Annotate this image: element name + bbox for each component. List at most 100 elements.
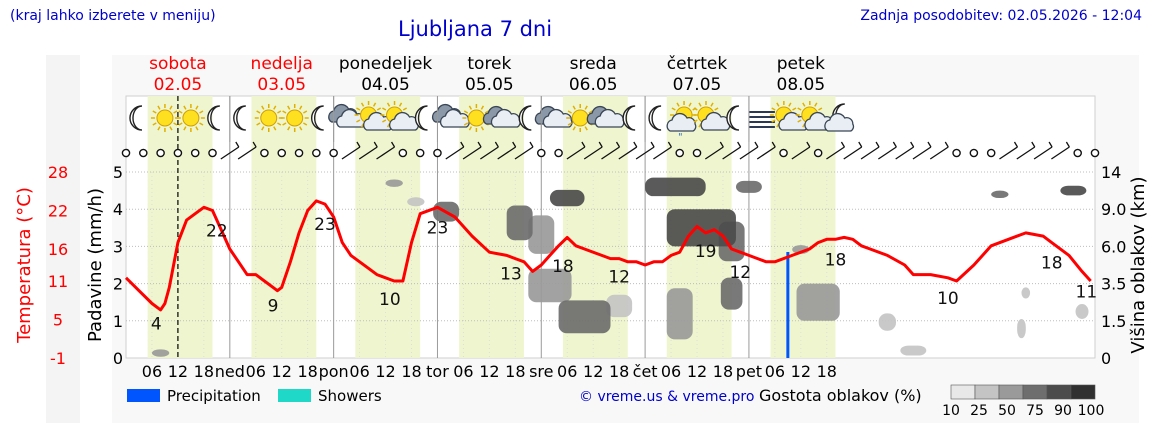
day-name: sobota [149, 54, 207, 74]
density-tick: 75 [1026, 403, 1044, 419]
sun-ray [273, 105, 277, 110]
sun-ray [480, 126, 485, 131]
wind-barb [601, 146, 620, 160]
sun-ray [398, 102, 403, 107]
hour-tick: 06 [142, 362, 162, 381]
sun-ray [802, 102, 806, 107]
cloud-blob [506, 205, 533, 241]
day-date: 06.05 [569, 75, 618, 95]
precip-tick: 5 [113, 163, 123, 182]
hour-tick: 18 [194, 362, 214, 381]
sun-ray [572, 126, 576, 131]
wind-barb-flag [373, 141, 378, 148]
sun-ray [776, 102, 780, 107]
moon-shape [518, 105, 532, 131]
precip-axis-label: Padavine (mm/h) [85, 188, 106, 342]
sun-ray [302, 122, 308, 126]
sun-ray [199, 122, 204, 126]
sun-ray [714, 107, 719, 111]
sun-ray [480, 105, 485, 110]
sun-ray [567, 122, 572, 126]
wind-calm [692, 148, 702, 158]
hour-tick: 12 [272, 362, 292, 381]
icon-strip: " [129, 101, 855, 143]
sun-cloud-icon [354, 101, 393, 131]
cloud-height-tick: 14 [1101, 163, 1121, 182]
cloud-shape [824, 112, 855, 132]
sun-ray [261, 126, 265, 131]
wind-barb-flag [598, 141, 603, 148]
hour-tick: 06 [557, 362, 577, 381]
sun-ray [287, 126, 291, 131]
legend-precipitation-swatch [127, 389, 160, 402]
wind-barb-flag [650, 141, 655, 148]
temp-label: 18 [825, 250, 847, 270]
hour-tick: 06 [765, 362, 785, 381]
temp-tick: -1 [50, 349, 66, 368]
sun-ray [788, 102, 792, 107]
sun-shower-icon: " [666, 101, 699, 143]
sun-ray [567, 110, 572, 114]
temp-label: 13 [500, 264, 522, 284]
wind-barb [341, 146, 361, 160]
wind-barb [1033, 146, 1053, 160]
cloud-blob [735, 180, 762, 193]
temp-label: 22 [206, 221, 228, 241]
fog-icon [748, 111, 775, 128]
sun-icon [280, 104, 309, 132]
last-updated: Zadnja posodobitev: 02.05.2026 - 12:04 [860, 8, 1142, 24]
sun-disk [260, 109, 278, 127]
wind-barb-flag [512, 141, 517, 148]
wind-barb-flag [1065, 141, 1070, 148]
wind-calm [986, 148, 996, 158]
wind-row [121, 141, 1100, 160]
cloud-blob [549, 189, 585, 207]
sun-ray [588, 110, 593, 114]
wind-barb-flag [460, 141, 465, 148]
wind-barb [739, 146, 759, 160]
temp-label: 11 [1076, 282, 1098, 302]
wind-barb-flag [910, 141, 915, 148]
wind-barb [583, 146, 603, 160]
wind-barb [895, 146, 915, 160]
wind-calm [433, 148, 442, 158]
sun-ray [173, 122, 178, 126]
cloud-blob [878, 313, 897, 331]
wind-barb [791, 146, 811, 160]
cloud-shape [666, 112, 697, 132]
sun-ray [256, 110, 261, 114]
day-abbr: sre [529, 362, 553, 381]
wind-barb [912, 146, 932, 160]
wind-barb [358, 146, 378, 160]
cloud-blob [606, 294, 633, 318]
sun-ray [382, 119, 387, 123]
cloud-blob [1017, 318, 1026, 339]
moon-shape [233, 105, 246, 131]
sun-ray [468, 126, 473, 131]
wind-calm [139, 148, 148, 158]
day-name: petek [777, 54, 825, 74]
sun-disk [286, 109, 304, 127]
wind-barb [566, 146, 586, 160]
day-date: 08.05 [777, 75, 826, 95]
sun-ray [402, 107, 408, 111]
density-swatch [1046, 384, 1072, 400]
wind-barb-flag [494, 141, 499, 148]
temp-tick: 28 [48, 163, 68, 182]
cloud-blob [558, 300, 611, 334]
wind-barb-flag [806, 141, 811, 148]
sun-ray [195, 126, 199, 131]
sun-ray [797, 119, 802, 123]
wind-barb [618, 146, 638, 160]
sun-ray [382, 107, 387, 111]
sun-ray [688, 102, 692, 107]
sun-ray [302, 110, 308, 114]
temp-label: 23 [427, 218, 449, 238]
sun-ray [277, 122, 282, 126]
temp-label: 9 [268, 296, 279, 316]
sun-ray [299, 126, 303, 131]
sun-ray [282, 110, 287, 114]
wind-barb [635, 146, 655, 160]
hour-tick: 12 [479, 362, 499, 381]
wind-calm [190, 148, 200, 158]
